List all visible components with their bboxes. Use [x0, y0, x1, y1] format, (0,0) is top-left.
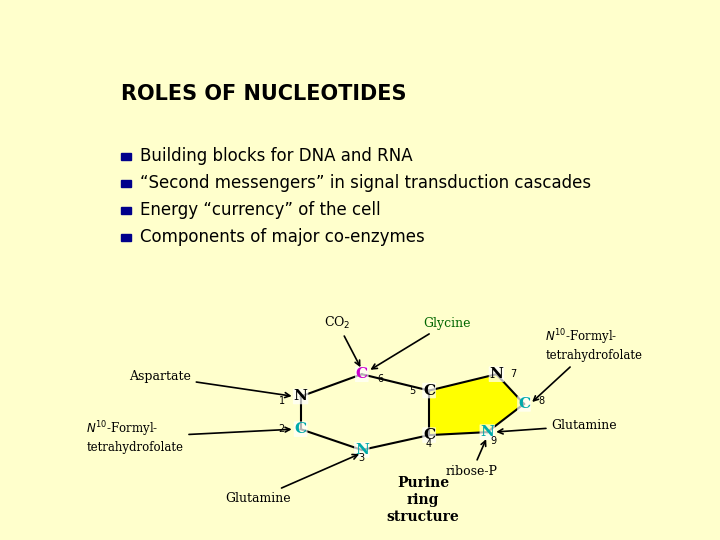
Text: N: N: [480, 425, 494, 439]
Text: C: C: [518, 397, 530, 411]
Text: 8: 8: [538, 396, 544, 406]
Text: Components of major co-enzymes: Components of major co-enzymes: [140, 228, 425, 246]
Text: C: C: [356, 367, 368, 381]
Text: 6: 6: [377, 374, 383, 384]
Text: CO$_2$: CO$_2$: [324, 315, 360, 366]
Text: C: C: [423, 428, 435, 442]
Bar: [121, 234, 131, 241]
Text: C: C: [294, 422, 307, 436]
Text: 4: 4: [426, 439, 432, 449]
Text: ROLES OF NUCLEOTIDES: ROLES OF NUCLEOTIDES: [121, 84, 406, 104]
Text: Glycine: Glycine: [372, 316, 470, 369]
Text: 2: 2: [278, 424, 284, 434]
Text: $N^{10}$-Formyl-
tetrahydrofolate: $N^{10}$-Formyl- tetrahydrofolate: [534, 328, 642, 401]
Text: Purine
ring
structure: Purine ring structure: [387, 476, 459, 524]
Text: N: N: [490, 367, 503, 381]
Text: $N^{10}$-Formyl-
tetrahydrofolate: $N^{10}$-Formyl- tetrahydrofolate: [86, 420, 290, 455]
Polygon shape: [429, 374, 524, 435]
Text: 7: 7: [510, 369, 517, 379]
Text: Aspartate: Aspartate: [129, 370, 290, 397]
Bar: [121, 207, 131, 214]
Bar: [121, 152, 131, 160]
Text: 5: 5: [409, 386, 415, 396]
Text: 1: 1: [279, 396, 285, 406]
Text: “Second messengers” in signal transduction cascades: “Second messengers” in signal transducti…: [140, 174, 591, 192]
Text: N: N: [294, 389, 307, 403]
Text: 9: 9: [490, 436, 497, 446]
Text: Energy “currency” of the cell: Energy “currency” of the cell: [140, 201, 381, 219]
Text: Building blocks for DNA and RNA: Building blocks for DNA and RNA: [140, 147, 413, 165]
Text: ribose-P: ribose-P: [446, 441, 498, 478]
Bar: [121, 180, 131, 187]
Text: Glutamine: Glutamine: [498, 419, 617, 434]
Text: Glutamine: Glutamine: [225, 455, 358, 505]
Text: N: N: [355, 443, 369, 457]
Text: 3: 3: [359, 453, 365, 463]
Text: C: C: [423, 383, 435, 397]
